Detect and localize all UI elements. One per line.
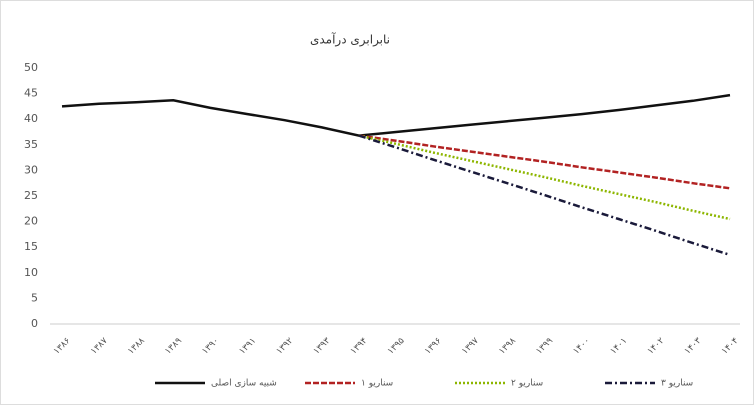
- series-line: [358, 134, 731, 190]
- legend-label: سناریو ۳: [661, 379, 693, 389]
- y-tick-label: 35: [24, 138, 38, 151]
- y-tick-label: 0: [31, 317, 38, 330]
- legend-label: سناریو ۱: [361, 379, 393, 389]
- series-line: [61, 93, 731, 137]
- y-tick-label: 50: [24, 61, 38, 74]
- legend-label: شبیه سازی اصلی: [211, 379, 277, 389]
- y-tick-label: 15: [24, 240, 38, 253]
- legend-label: سناریو ۲: [511, 379, 543, 389]
- chart-title: نابرابری درآمدی: [310, 32, 390, 48]
- y-tick-label: 30: [24, 163, 38, 176]
- y-tick-label: 5: [31, 291, 38, 304]
- y-tick-label: 40: [24, 112, 38, 125]
- y-tick-label: 25: [24, 189, 38, 202]
- y-tick-label: 45: [24, 87, 38, 100]
- series-line: [358, 134, 731, 221]
- y-tick-label: 10: [24, 266, 38, 279]
- y-tick-label: 20: [24, 215, 38, 228]
- series-line: [358, 134, 731, 257]
